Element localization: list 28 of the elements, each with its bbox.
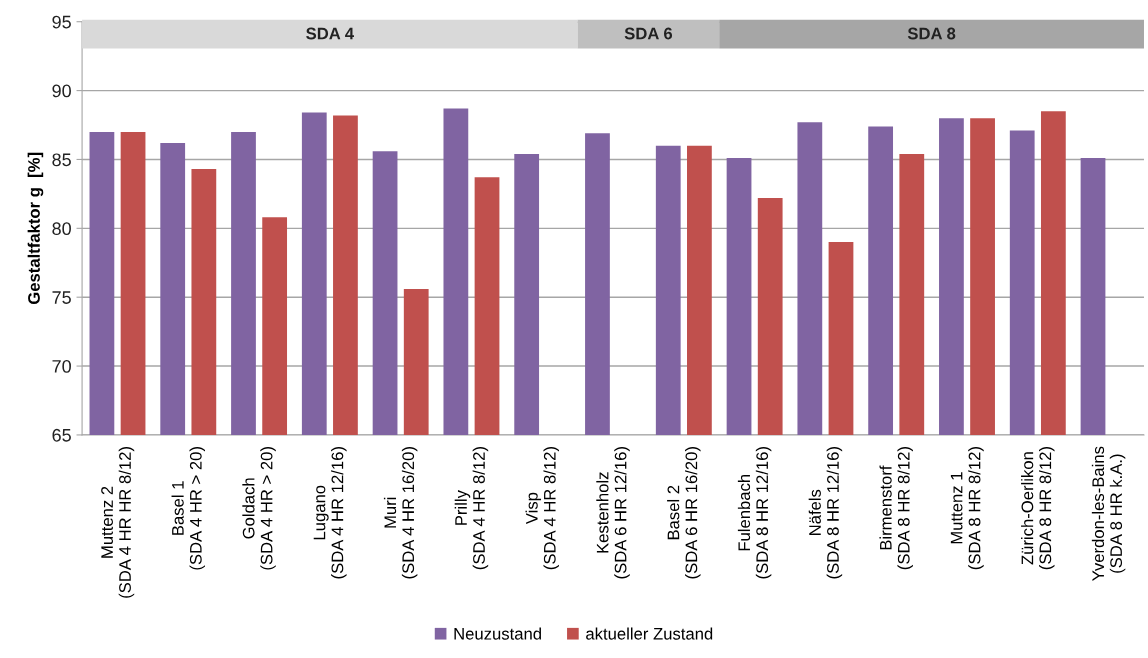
y-tick-label: 80 (52, 222, 71, 236)
band-label: SDA 8 (907, 27, 956, 40)
x-tick-label: Muttenz 1 (SDA 8 HR 8/12) (950, 447, 984, 570)
y-tick-label: 70 (52, 360, 71, 373)
x-tick-label: Fulenbach (SDA 8 HR 12/16) (737, 447, 772, 579)
y-tick-label: 75 (52, 291, 71, 304)
band-label: SDA 4 (306, 27, 354, 40)
band-label: SDA 6 (624, 27, 673, 40)
legend-label: Neuzustand (454, 627, 541, 640)
x-tick-label: Lugano (SDA 4 HR 12/16) (313, 447, 347, 579)
y-tick-label: 65 (52, 428, 71, 442)
y-tick-label: 85 (52, 153, 71, 167)
x-tick-label: Prilly (SDA 4 HR 8/12) (454, 447, 489, 570)
legend-label: aktueller Zustand (586, 627, 713, 640)
x-tick-label: Zürich-Oerlikon (SDA 8 HR 8/12) (1021, 447, 1055, 570)
x-tick-label: Muri (SDA 4 HR 16/20) (383, 447, 418, 579)
y-axis-title: Gestaltfaktor g [%] (27, 152, 44, 305)
x-tick-label: Visp (SDA 4 HR 8/12) (525, 447, 559, 570)
x-tick-label: Yverdon-les-Bains (SDA 8 HR k.A.) (1091, 446, 1126, 581)
x-tick-label: Basel 1 (SDA 4 HR > 20) (171, 447, 206, 570)
x-tick-label: Muttenz 2 (SDA 4 HR HR 8/12) (101, 447, 135, 598)
x-tick-label: Basel 2 (SDA 6 HR 16/20) (667, 447, 701, 579)
x-tick-label: Näfels (SDA 8 HR 12/16) (808, 447, 843, 579)
x-tick-label: Kestenholz (SDA 6 HR 12/16) (596, 447, 630, 579)
y-tick-label: 95 (52, 15, 71, 29)
x-tick-label: Birmenstorf (SDA 8 HR 8/12) (879, 447, 913, 570)
x-tick-label: Goldach (SDA 4 HR > 20) (242, 447, 276, 570)
y-tick-label: 90 (52, 84, 71, 98)
